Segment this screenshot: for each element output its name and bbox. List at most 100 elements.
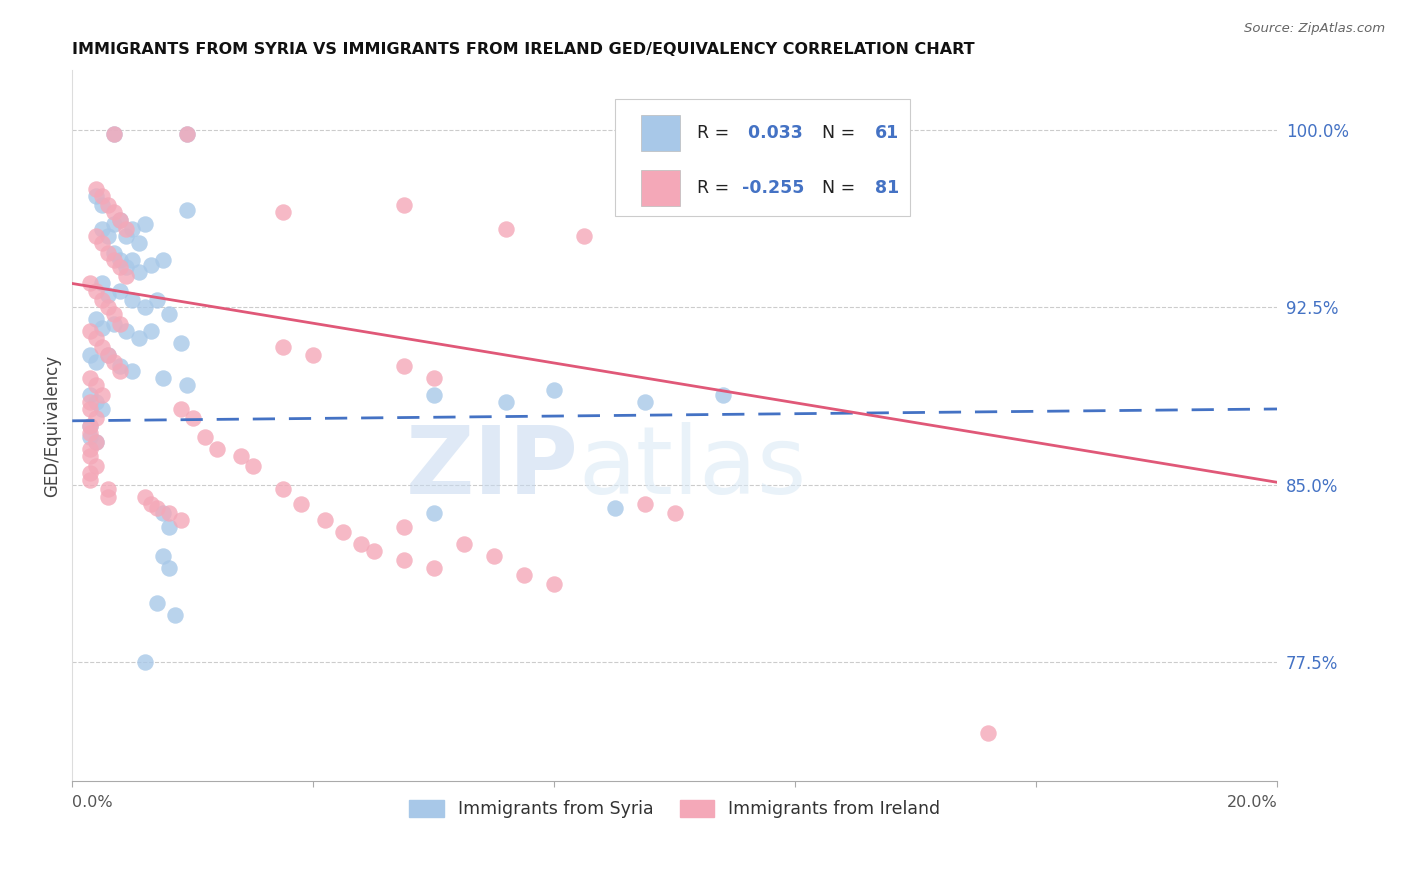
Text: 20.0%: 20.0%	[1227, 795, 1278, 810]
Point	[157, 560, 180, 574]
Text: N =: N =	[811, 179, 860, 197]
Point	[134, 217, 156, 231]
Point	[176, 128, 198, 142]
Point	[91, 401, 114, 416]
Point	[79, 401, 101, 416]
Point	[128, 265, 150, 279]
Point	[79, 430, 101, 444]
Point	[79, 277, 101, 291]
Point	[97, 198, 120, 212]
Point	[157, 307, 180, 321]
Y-axis label: GED/Equivalency: GED/Equivalency	[44, 354, 60, 497]
Point	[302, 347, 325, 361]
Text: 0.033: 0.033	[742, 124, 803, 142]
Point	[711, 388, 734, 402]
Point	[86, 312, 108, 326]
Point	[157, 520, 180, 534]
Text: 81: 81	[875, 179, 900, 197]
Point	[181, 411, 204, 425]
Point	[115, 324, 138, 338]
Point	[110, 260, 132, 274]
Point	[86, 354, 108, 368]
Point	[79, 418, 101, 433]
Point	[103, 252, 125, 267]
Point	[79, 395, 101, 409]
Point	[121, 222, 143, 236]
Point	[543, 383, 565, 397]
Point	[170, 335, 193, 350]
Point	[139, 324, 162, 338]
Point	[110, 284, 132, 298]
Point	[115, 260, 138, 274]
Point	[134, 300, 156, 314]
Text: IMMIGRANTS FROM SYRIA VS IMMIGRANTS FROM IRELAND GED/EQUIVALENCY CORRELATION CHA: IMMIGRANTS FROM SYRIA VS IMMIGRANTS FROM…	[72, 42, 974, 57]
Point	[86, 284, 108, 298]
Text: R =: R =	[696, 179, 734, 197]
Point	[103, 205, 125, 219]
Point	[91, 388, 114, 402]
Point	[134, 655, 156, 669]
Point	[86, 182, 108, 196]
Point	[110, 212, 132, 227]
Point	[157, 506, 180, 520]
Point	[634, 497, 657, 511]
Point	[91, 236, 114, 251]
Point	[314, 513, 336, 527]
Point	[79, 324, 101, 338]
Point	[271, 483, 294, 497]
FancyBboxPatch shape	[641, 170, 679, 206]
Point	[482, 549, 505, 563]
Point	[110, 252, 132, 267]
Text: ZIP: ZIP	[405, 422, 578, 514]
Point	[152, 252, 174, 267]
Text: Source: ZipAtlas.com: Source: ZipAtlas.com	[1244, 22, 1385, 36]
Point	[170, 401, 193, 416]
Point	[91, 189, 114, 203]
Text: R =: R =	[696, 124, 734, 142]
Point	[97, 483, 120, 497]
Point	[79, 388, 101, 402]
Point	[103, 307, 125, 321]
Point	[574, 229, 596, 244]
Point	[115, 222, 138, 236]
Text: -0.255: -0.255	[742, 179, 804, 197]
Text: N =: N =	[811, 124, 860, 142]
Point	[392, 553, 415, 567]
Legend: Immigrants from Syria, Immigrants from Ireland: Immigrants from Syria, Immigrants from I…	[402, 793, 948, 825]
Point	[79, 442, 101, 457]
Point	[977, 726, 1000, 740]
Point	[392, 198, 415, 212]
Point	[103, 128, 125, 142]
Point	[86, 331, 108, 345]
Point	[176, 203, 198, 218]
Point	[139, 497, 162, 511]
Point	[229, 450, 252, 464]
Point	[91, 293, 114, 307]
Point	[121, 293, 143, 307]
Point	[139, 258, 162, 272]
FancyBboxPatch shape	[641, 115, 679, 151]
Point	[332, 524, 354, 539]
Point	[392, 520, 415, 534]
FancyBboxPatch shape	[614, 99, 910, 216]
Point	[110, 359, 132, 374]
Point	[79, 371, 101, 385]
Point	[86, 435, 108, 450]
Point	[163, 607, 186, 622]
Point	[79, 450, 101, 464]
Point	[97, 300, 120, 314]
Point	[86, 395, 108, 409]
Point	[97, 347, 120, 361]
Point	[513, 567, 536, 582]
Point	[423, 506, 446, 520]
Point	[79, 466, 101, 480]
Point	[194, 430, 217, 444]
Point	[603, 501, 626, 516]
Point	[91, 277, 114, 291]
Point	[91, 222, 114, 236]
Point	[392, 359, 415, 374]
Point	[91, 321, 114, 335]
Point	[79, 425, 101, 440]
Point	[205, 442, 228, 457]
Point	[121, 252, 143, 267]
